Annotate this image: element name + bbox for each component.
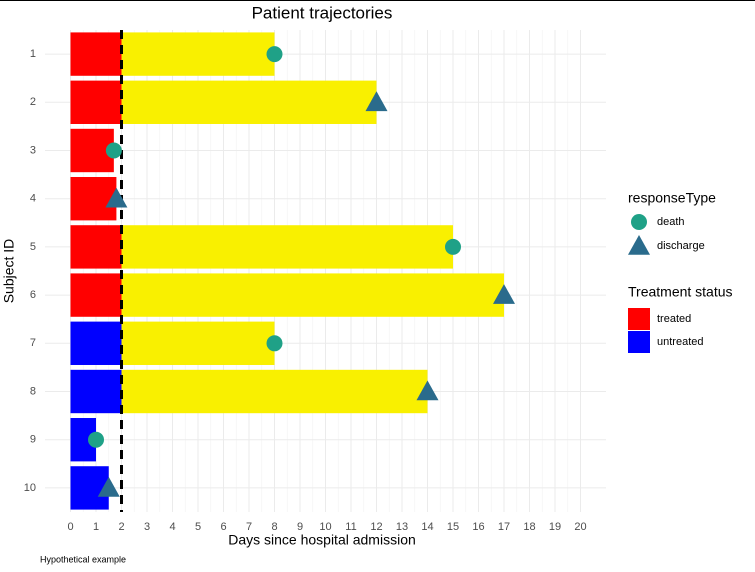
y-tick-label: 7 bbox=[30, 337, 36, 349]
x-tick-label: 19 bbox=[549, 521, 561, 533]
x-tick-label: 12 bbox=[370, 521, 382, 533]
response-marker bbox=[105, 142, 122, 159]
treatment-bar bbox=[70, 80, 122, 124]
y-tick-label: 2 bbox=[30, 96, 36, 108]
treatment-bar bbox=[70, 177, 117, 221]
y-tick-label: 10 bbox=[24, 482, 36, 494]
y-tick-label: 4 bbox=[30, 193, 36, 205]
x-tick-label: 4 bbox=[169, 521, 175, 533]
followup-bar bbox=[121, 321, 275, 365]
x-tick-label: 13 bbox=[396, 521, 408, 533]
response-marker bbox=[416, 380, 439, 401]
y-tick-label: 5 bbox=[30, 241, 36, 253]
x-tick-label: 2 bbox=[118, 521, 124, 533]
chart-title: Patient trajectories bbox=[252, 3, 393, 22]
y-tick-label: 3 bbox=[30, 144, 36, 156]
treatment-bar bbox=[70, 225, 122, 269]
x-tick-label: 10 bbox=[319, 521, 331, 533]
legend-symbol bbox=[631, 214, 647, 230]
treatment-bar bbox=[70, 273, 122, 317]
x-tick-label: 16 bbox=[472, 521, 484, 533]
response-marker bbox=[493, 284, 515, 304]
response-marker bbox=[266, 335, 283, 352]
x-tick-label: 11 bbox=[345, 521, 356, 533]
treatment-bar bbox=[70, 369, 122, 414]
x-tick-label: 8 bbox=[271, 521, 277, 533]
x-tick-label: 6 bbox=[220, 521, 226, 533]
y-axis-label: Subject ID bbox=[1, 239, 17, 304]
response-marker bbox=[88, 431, 104, 448]
response-marker bbox=[365, 91, 388, 112]
x-tick-label: 15 bbox=[447, 521, 459, 533]
legend-label: discharge bbox=[657, 240, 705, 252]
legend-symbol bbox=[628, 235, 650, 255]
x-tick-label: 7 bbox=[246, 521, 252, 533]
x-tick-label: 5 bbox=[195, 521, 201, 533]
legend-swatch bbox=[628, 308, 650, 330]
legend-title: Treatment status bbox=[628, 284, 733, 300]
followup-bar bbox=[121, 32, 275, 76]
y-tick-label: 6 bbox=[30, 289, 36, 301]
treatment-bar bbox=[70, 321, 122, 365]
legend-label: untreated bbox=[657, 336, 703, 348]
legend-swatch bbox=[628, 331, 650, 353]
x-tick-label: 14 bbox=[421, 521, 433, 533]
x-tick-label: 1 bbox=[93, 521, 99, 533]
x-tick-label: 0 bbox=[67, 521, 73, 533]
response-marker bbox=[105, 187, 128, 208]
response-marker bbox=[445, 238, 461, 255]
followup-bar bbox=[121, 369, 428, 414]
legend-title: responseType bbox=[628, 190, 716, 206]
response-marker bbox=[266, 46, 283, 63]
followup-bar bbox=[121, 273, 504, 317]
y-tick-label: 8 bbox=[30, 385, 36, 397]
followup-bar bbox=[121, 225, 453, 269]
response-marker bbox=[97, 476, 120, 497]
treatment-bar bbox=[70, 32, 122, 76]
x-tick-label: 18 bbox=[523, 521, 535, 533]
x-tick-label: 17 bbox=[498, 521, 510, 533]
x-tick-label: 20 bbox=[574, 521, 586, 533]
caption: Hypothetical example bbox=[40, 554, 126, 564]
y-tick-label: 9 bbox=[30, 434, 36, 446]
legend-label: death bbox=[657, 216, 685, 228]
legend-label: treated bbox=[657, 313, 691, 325]
y-tick-label: 1 bbox=[30, 48, 36, 60]
x-axis-label: Days since hospital admission bbox=[228, 532, 416, 548]
x-tick-label: 3 bbox=[144, 521, 150, 533]
x-tick-label: 9 bbox=[297, 521, 303, 533]
treatment-bar bbox=[70, 466, 109, 510]
followup-bar bbox=[121, 80, 377, 124]
